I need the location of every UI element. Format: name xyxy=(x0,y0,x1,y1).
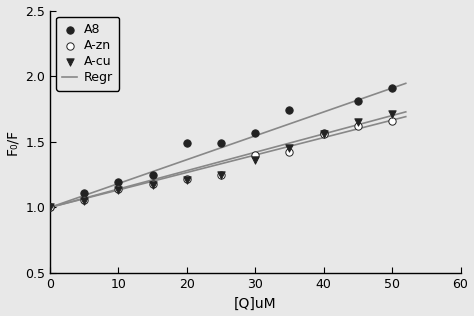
A-zn xyxy=(286,150,293,155)
A8 xyxy=(81,191,88,196)
A-cu xyxy=(251,158,259,163)
A8 xyxy=(217,141,225,146)
A-cu xyxy=(81,198,88,204)
A8 xyxy=(320,130,328,135)
A-cu xyxy=(388,112,396,117)
A-zn xyxy=(149,181,156,186)
A-zn xyxy=(183,176,191,181)
A-cu xyxy=(217,172,225,177)
A8 xyxy=(115,180,122,185)
A8 xyxy=(251,130,259,135)
A-cu xyxy=(183,177,191,182)
A8 xyxy=(183,141,191,146)
Y-axis label: F₀/F: F₀/F xyxy=(6,129,19,155)
A-zn xyxy=(217,172,225,177)
A-zn xyxy=(388,118,396,123)
A-cu xyxy=(149,183,156,188)
A-zn xyxy=(46,205,54,210)
A8 xyxy=(286,108,293,113)
A8 xyxy=(354,99,362,104)
A-cu xyxy=(320,131,328,137)
A-cu xyxy=(354,119,362,125)
A-zn xyxy=(320,131,328,137)
A-zn xyxy=(81,197,88,202)
Legend: A8, A-zn, A-cu, Regr: A8, A-zn, A-cu, Regr xyxy=(56,17,119,91)
A-cu xyxy=(286,146,293,151)
A-zn xyxy=(251,152,259,157)
A8 xyxy=(149,172,156,177)
A-zn xyxy=(354,124,362,129)
A8 xyxy=(388,85,396,90)
X-axis label: [Q]uM: [Q]uM xyxy=(234,296,276,310)
A-zn xyxy=(115,186,122,191)
A-cu xyxy=(46,205,54,210)
A-cu xyxy=(115,188,122,193)
A8 xyxy=(46,205,54,210)
